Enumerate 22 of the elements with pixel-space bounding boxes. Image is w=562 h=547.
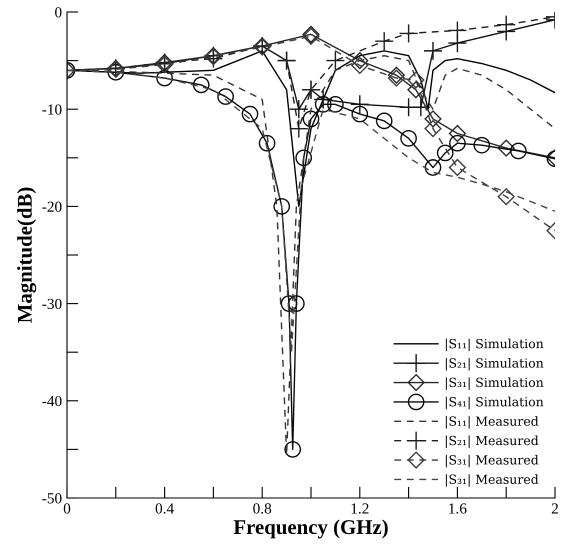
y-tick-label: -50 (42, 493, 62, 504)
legend-label: |S₁₁| Simulation (446, 338, 544, 352)
y-axis-title: Magnitude(dB) (17, 188, 36, 323)
legend-label: |S₄₁| Simulation (446, 396, 544, 410)
y-tick-label: 0 (55, 7, 62, 18)
x-tick-label: 1.6 (449, 503, 466, 514)
x-tick-label: 0 (64, 503, 70, 514)
legend-label: |S₃₁| Measured (446, 454, 538, 468)
x-axis-title: Frequency (GHz) (234, 519, 388, 538)
y-tick-label: -30 (42, 298, 62, 310)
legend-label: |S₃₁| Measured (446, 474, 538, 487)
legend-label: |S₃₁| Simulation (446, 377, 544, 390)
x-tick-label: 1.2 (352, 503, 369, 514)
legend-label: |S₂₁| Measured (446, 436, 538, 448)
y-tick-label: -40 (42, 396, 62, 406)
y-tick-label: -10 (42, 104, 62, 115)
x-tick-label: 0.4 (156, 503, 174, 514)
x-tick-label: 2 (552, 503, 558, 514)
y-tick-label: -20 (42, 202, 62, 212)
x-tick-label: 0.8 (253, 503, 272, 514)
legend-label: |S₂₁| Simulation (446, 358, 544, 370)
legend-label: |S₁₁| Measured (446, 416, 538, 429)
